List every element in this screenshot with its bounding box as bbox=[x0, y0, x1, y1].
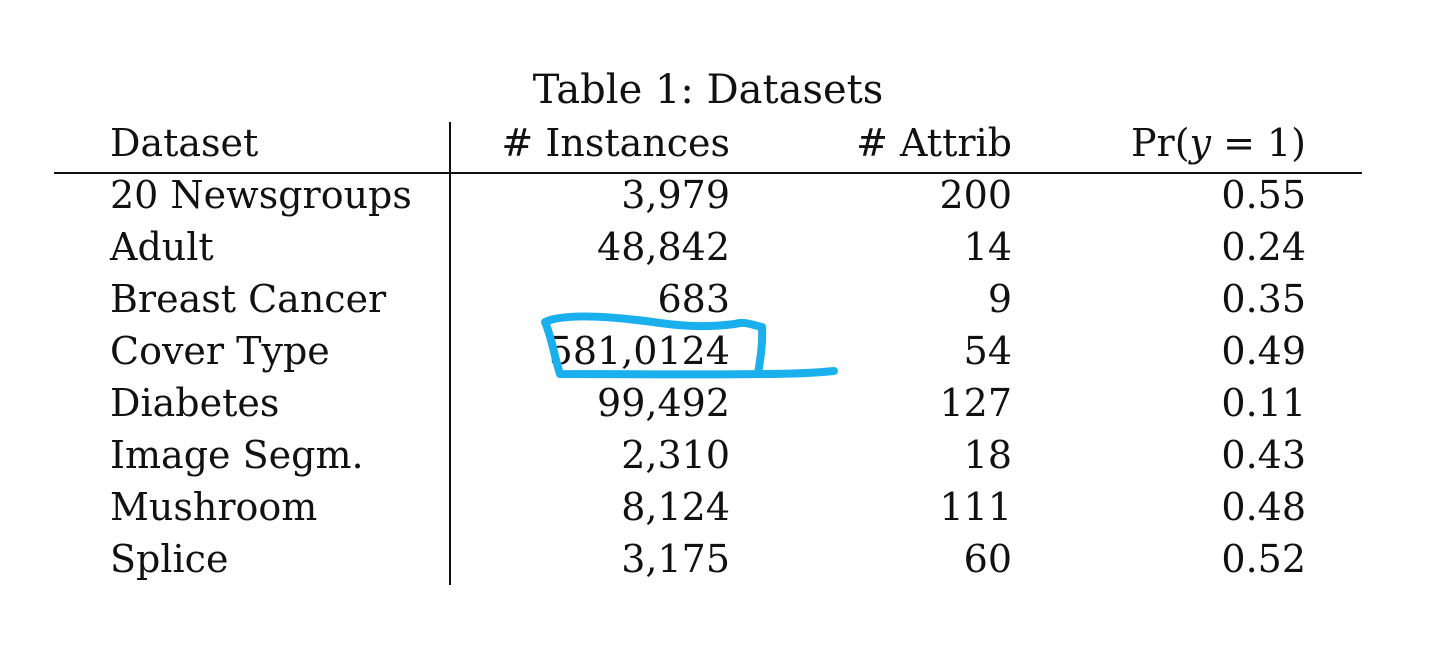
cell-attrib: 54 bbox=[963, 329, 1012, 373]
cell-dataset: 20 Newsgroups bbox=[110, 173, 412, 217]
cell-instances: 99,492 bbox=[597, 381, 730, 425]
header-attrib: # Attrib bbox=[856, 121, 1012, 165]
cell-instances: 8,124 bbox=[621, 485, 730, 529]
cell-attrib: 111 bbox=[939, 485, 1012, 529]
header-instances: # Instances bbox=[501, 121, 730, 165]
table-caption: Table 1: Datasets bbox=[532, 67, 884, 113]
cell-pr: 0.52 bbox=[1221, 537, 1306, 581]
cell-attrib: 14 bbox=[963, 225, 1012, 269]
cell-pr: 0.35 bbox=[1221, 277, 1306, 321]
header-rule bbox=[54, 172, 1362, 174]
header-dataset: Dataset bbox=[110, 121, 259, 165]
cell-instances: 2,310 bbox=[621, 433, 730, 477]
cell-attrib: 18 bbox=[963, 433, 1012, 477]
cell-dataset: Splice bbox=[110, 537, 229, 581]
cell-instances: 683 bbox=[657, 277, 730, 321]
cell-instances: 48,842 bbox=[597, 225, 730, 269]
cell-dataset: Adult bbox=[110, 225, 214, 269]
cell-attrib: 9 bbox=[987, 277, 1012, 321]
cell-pr: 0.43 bbox=[1221, 433, 1306, 477]
cell-instances: 581,0124 bbox=[548, 329, 730, 373]
cell-attrib: 127 bbox=[939, 381, 1012, 425]
cell-pr: 0.24 bbox=[1221, 225, 1306, 269]
cell-pr: 0.49 bbox=[1221, 329, 1306, 373]
column-divider bbox=[449, 122, 451, 585]
cell-attrib: 60 bbox=[963, 537, 1012, 581]
cell-pr: 0.55 bbox=[1221, 173, 1306, 217]
cell-instances: 3,175 bbox=[621, 537, 730, 581]
cell-instances: 3,979 bbox=[621, 173, 730, 217]
header-pr: Pr(y = 1) bbox=[1130, 121, 1306, 165]
cell-dataset: Image Segm. bbox=[110, 433, 364, 477]
cell-dataset: Diabetes bbox=[110, 381, 280, 425]
cell-dataset: Breast Cancer bbox=[110, 277, 387, 321]
cell-pr: 0.48 bbox=[1221, 485, 1306, 529]
cell-dataset: Mushroom bbox=[110, 485, 318, 529]
cell-pr: 0.11 bbox=[1221, 381, 1306, 425]
cell-attrib: 200 bbox=[939, 173, 1012, 217]
cell-dataset: Cover Type bbox=[110, 329, 330, 373]
